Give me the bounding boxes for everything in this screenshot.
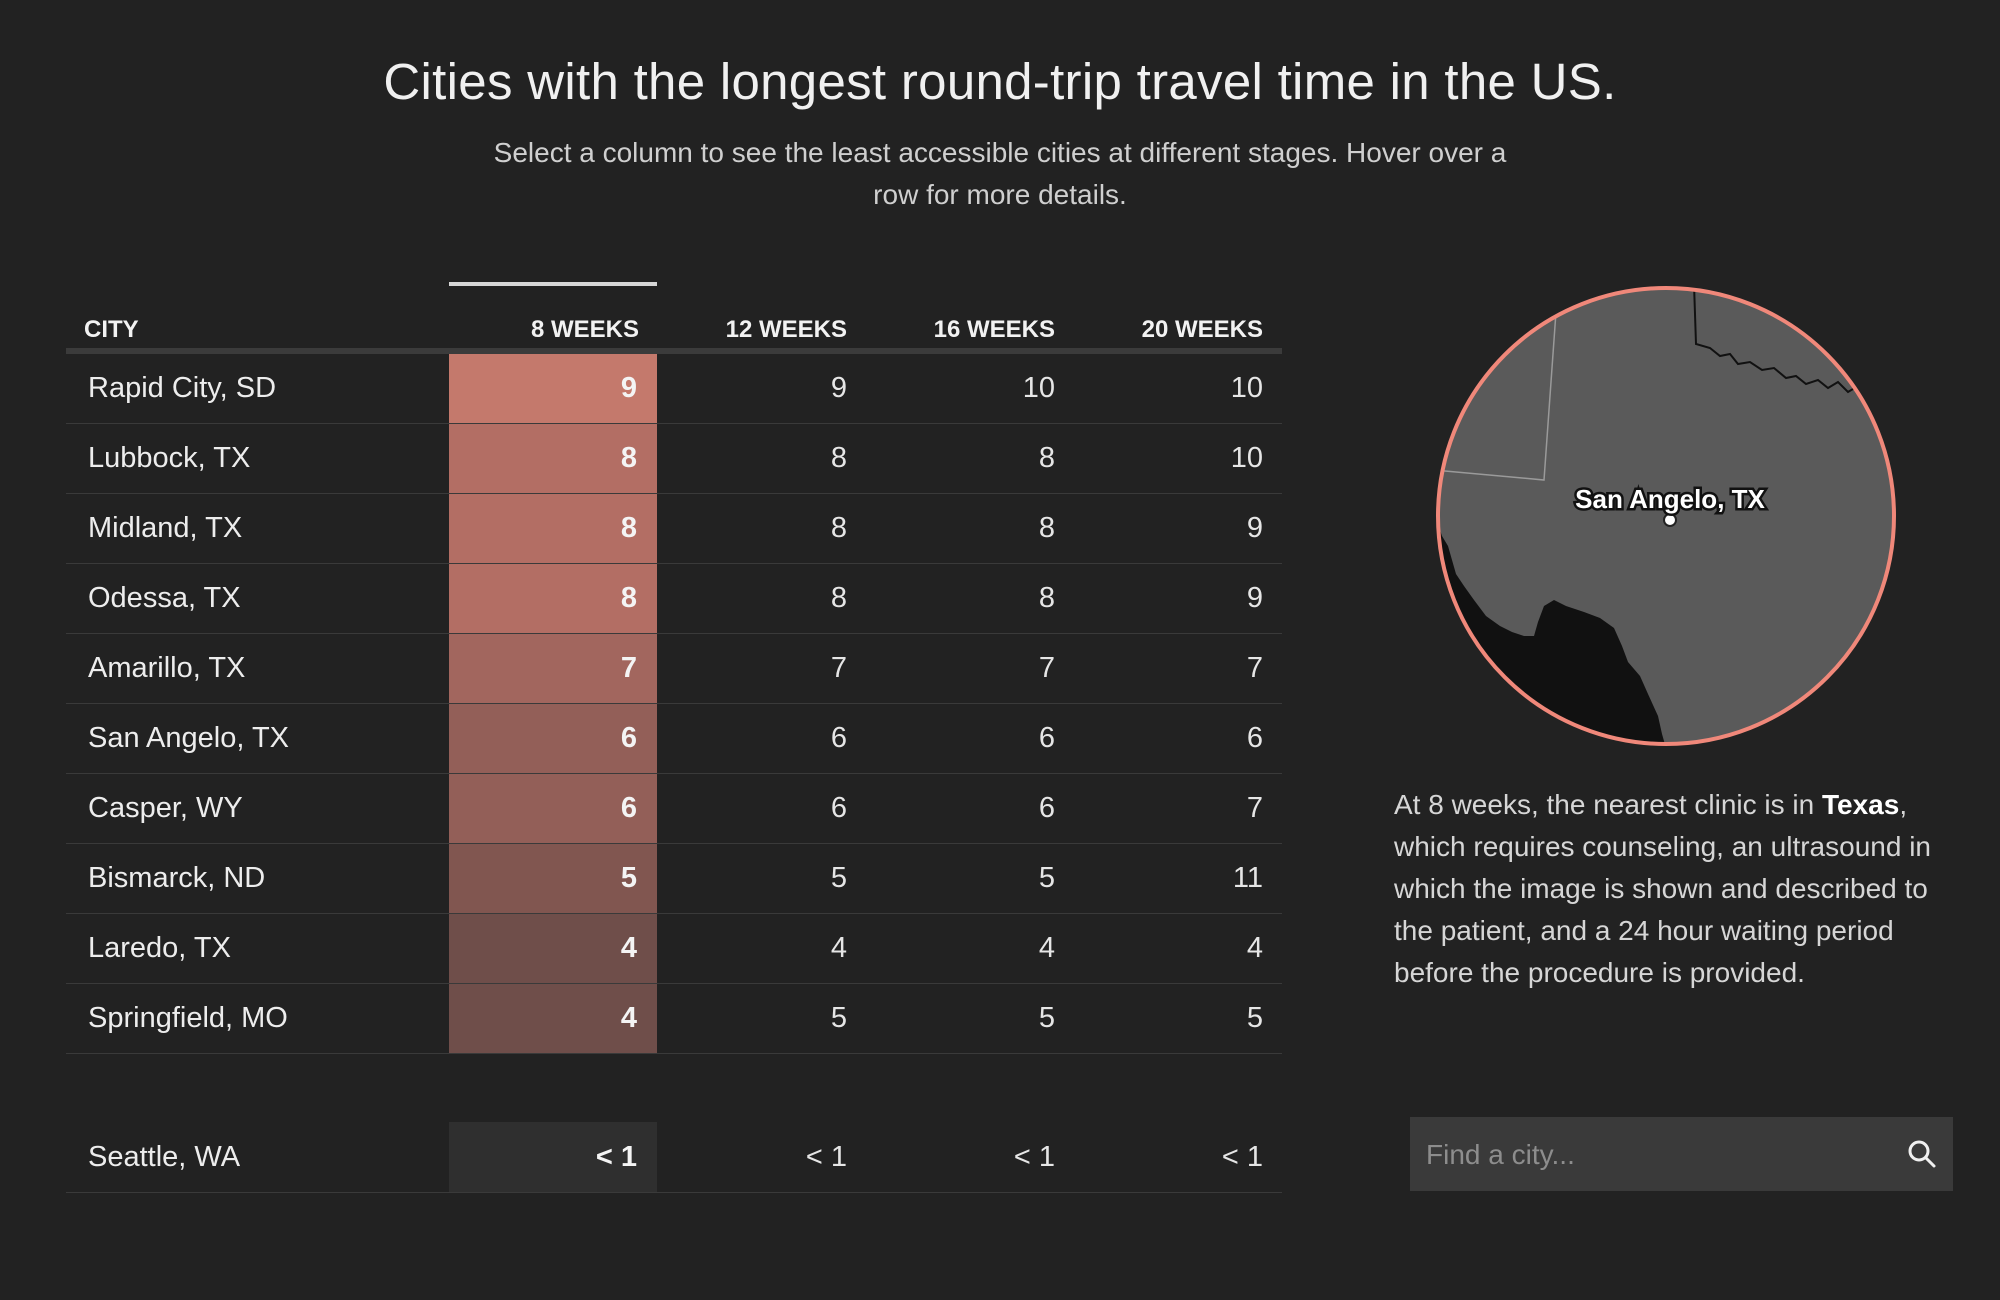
value-16-weeks: 5 [1038, 862, 1055, 894]
value-20-weeks: 9 [1246, 582, 1263, 614]
city-details-caption: At 8 weeks, the nearest clinic is in Tex… [1394, 784, 1954, 994]
header-divider [66, 348, 1282, 354]
value-8-weeks: 4 [449, 984, 657, 1053]
value-12-weeks: 4 [830, 932, 847, 964]
city-name: Springfield, MO [88, 1002, 288, 1034]
table-row[interactable]: Laredo, TX 4 4 4 4 [66, 914, 1282, 984]
page-subtitle: Select a column to see the least accessi… [493, 137, 1507, 210]
search-icon[interactable] [1905, 1137, 1939, 1171]
value-12-weeks: 8 [830, 582, 847, 614]
city-name: Rapid City, SD [88, 372, 277, 404]
value-12-weeks: < 1 [805, 1141, 847, 1173]
map-ring [1436, 286, 1896, 746]
value-8-weeks: 8 [449, 424, 657, 493]
city-search-input[interactable] [1410, 1117, 1898, 1193]
value-20-weeks: 7 [1246, 652, 1263, 684]
value-20-weeks: 11 [1232, 862, 1263, 894]
active-column-indicator [449, 282, 657, 286]
value-16-weeks: 10 [1022, 372, 1055, 404]
table-row[interactable]: Odessa, TX 8 8 8 9 [66, 564, 1282, 634]
value-20-weeks: 10 [1230, 372, 1263, 404]
value-8-weeks: 5 [449, 844, 657, 913]
value-8-weeks: 8 [449, 564, 657, 633]
table-body: Rapid City, SD 9 9 10 10 Lubbock, TX 8 8 8 10 Mi… [66, 354, 1282, 1054]
value-20-weeks: 10 [1230, 442, 1263, 474]
caption-state: Texas [1821, 789, 1900, 820]
city-name: Odessa, TX [88, 582, 241, 614]
city-name: Seattle, WA [88, 1141, 241, 1173]
city-name: Lubbock, TX [88, 442, 251, 474]
value-8-weeks: 6 [449, 774, 657, 843]
value-12-weeks: 9 [830, 372, 847, 404]
reference-row[interactable]: Seattle, WA < 1 < 1 < 1 < 1 [66, 1122, 1282, 1193]
value-20-weeks: 9 [1246, 512, 1263, 544]
value-8-weeks: < 1 [449, 1122, 657, 1192]
city-locator-map: San Angelo, TX [1436, 286, 1896, 746]
value-12-weeks: 7 [830, 652, 847, 684]
map-city-label: San Angelo, TX [1575, 484, 1765, 514]
table-row[interactable]: Midland, TX 8 8 8 9 [66, 494, 1282, 564]
value-16-weeks: 6 [1038, 722, 1055, 754]
value-16-weeks: < 1 [1013, 1141, 1055, 1173]
value-20-weeks: 6 [1246, 722, 1263, 754]
city-search-box [1410, 1117, 1953, 1193]
value-12-weeks: 5 [830, 862, 847, 894]
value-8-weeks: 9 [449, 354, 657, 423]
value-8-weeks: 7 [449, 634, 657, 703]
table-row[interactable]: Casper, WY 6 6 6 7 [66, 774, 1282, 844]
city-name: Casper, WY [88, 792, 243, 824]
city-name: Laredo, TX [88, 932, 231, 964]
city-name: Amarillo, TX [88, 652, 246, 684]
value-16-weeks: 5 [1038, 1002, 1055, 1034]
table-row[interactable]: Bismarck, ND 5 5 5 11 [66, 844, 1282, 914]
value-20-weeks: 5 [1246, 1002, 1263, 1034]
value-12-weeks: 6 [830, 722, 847, 754]
city-name: Bismarck, ND [88, 862, 266, 894]
table-row[interactable]: Lubbock, TX 8 8 8 10 [66, 424, 1282, 494]
value-12-weeks: 5 [830, 1002, 847, 1034]
city-marker [1663, 513, 1677, 527]
table-row[interactable]: Amarillo, TX 7 7 7 7 [66, 634, 1282, 704]
table-row[interactable]: Springfield, MO 4 5 5 5 [66, 984, 1282, 1054]
value-12-weeks: 8 [830, 442, 847, 474]
value-16-weeks: 8 [1038, 582, 1055, 614]
value-8-weeks: 6 [449, 704, 657, 773]
value-16-weeks: 6 [1038, 792, 1055, 824]
value-16-weeks: 4 [1038, 932, 1055, 964]
column-header-16-weeks[interactable]: 16 WEEKS [933, 316, 1055, 343]
value-20-weeks: 7 [1246, 792, 1263, 824]
page-title: Cities with the longest round-trip trave… [383, 53, 1617, 110]
column-header-8-weeks[interactable]: 8 WEEKS [530, 316, 639, 343]
table-row[interactable]: Rapid City, SD 9 9 10 10 [66, 354, 1282, 424]
state-border [1438, 288, 1559, 481]
city-name: San Angelo, TX [88, 722, 290, 754]
value-16-weeks: 7 [1038, 652, 1055, 684]
table-header: CITY 8 WEEKS 12 WEEKS 16 WEEKS 20 WEEKS [66, 308, 1282, 352]
city-name: Midland, TX [88, 512, 243, 544]
table-row[interactable]: San Angelo, TX 6 6 6 6 [66, 704, 1282, 774]
value-16-weeks: 8 [1038, 442, 1055, 474]
value-20-weeks: 4 [1246, 932, 1263, 964]
value-12-weeks: 8 [830, 512, 847, 544]
column-header-20-weeks[interactable]: 20 WEEKS [1141, 316, 1263, 343]
column-header-city: CITY [84, 316, 139, 343]
value-20-weeks: < 1 [1221, 1141, 1263, 1173]
value-12-weeks: 6 [830, 792, 847, 824]
value-8-weeks: 8 [449, 494, 657, 563]
column-header-12-weeks[interactable]: 12 WEEKS [725, 316, 847, 343]
caption-suffix: , which requires counseling, an ultrasou… [1394, 789, 1931, 988]
value-16-weeks: 8 [1038, 512, 1055, 544]
value-8-weeks: 4 [449, 914, 657, 983]
caption-prefix: At 8 weeks, the nearest clinic is in [1394, 789, 1822, 820]
